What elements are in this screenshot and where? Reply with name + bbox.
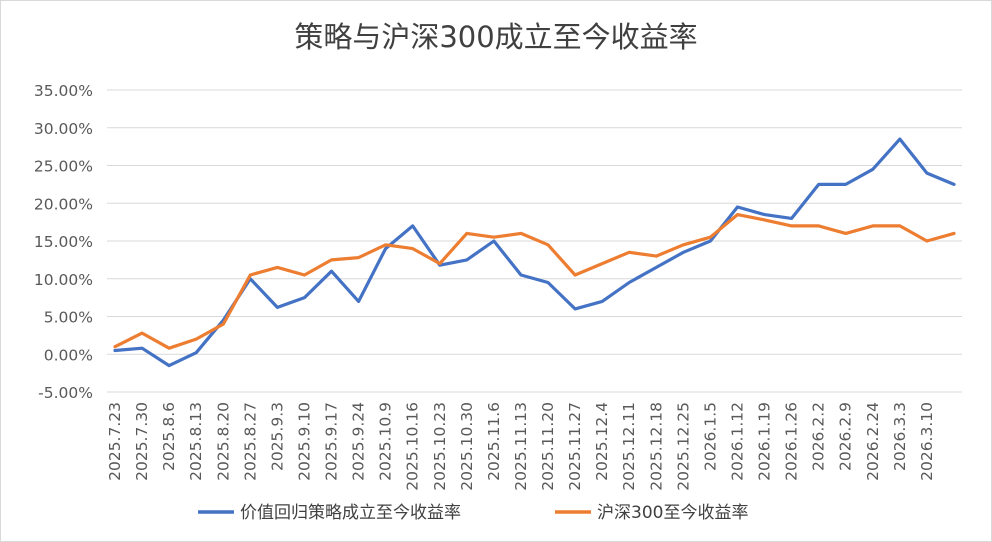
x-tick-label: 2026.2.24 <box>864 402 882 481</box>
y-tick-label: 35.00% <box>34 82 93 100</box>
series-lines <box>113 137 956 368</box>
x-tick-label: 2025.12.11 <box>620 402 638 491</box>
x-tick-label: 2025.10.16 <box>404 402 422 491</box>
x-tick-label: 2025.8.20 <box>214 402 232 481</box>
y-tick-label: 5.00% <box>44 309 93 327</box>
x-tick-label: 2025.12.18 <box>647 402 665 491</box>
x-tick-label: 2025.9.3 <box>268 402 286 471</box>
series-line-1 <box>113 137 956 368</box>
x-tick-label: 2025.9.17 <box>323 402 341 481</box>
x-tick-label: 2025.11.20 <box>539 402 557 491</box>
x-tick-label: 2026.2.9 <box>837 402 855 471</box>
x-tick-label: 2025.7.23 <box>106 402 124 481</box>
x-tick-label: 2025.10.9 <box>377 402 395 481</box>
x-tick-label: 2025.12.4 <box>593 402 611 481</box>
x-tick-labels: 2025.7.23 2025.7.30 2025.8.6 2025.8.13 2025.… <box>106 402 936 491</box>
x-tick-label: 2026.1.19 <box>756 402 774 481</box>
y-tick-label: 15.00% <box>34 233 93 251</box>
x-tick-label: 2026.2.2 <box>810 402 828 471</box>
legend: 价值回归策略成立至今收益率 沪深300至今收益率 <box>198 503 748 523</box>
series-line-2 <box>113 213 956 350</box>
x-tick-label: 2025.7.30 <box>133 402 151 481</box>
y-tick-label: 0.00% <box>44 346 93 364</box>
x-tick-label: 2025.10.23 <box>431 402 449 491</box>
x-tick-label: 2026.1.26 <box>783 402 801 481</box>
chart-title: 策略与沪深300成立至今收益率 <box>294 20 698 54</box>
legend-label-2: 沪深300至今收益率 <box>597 503 748 523</box>
x-tick-label: 2025.11.27 <box>566 402 584 491</box>
gridlines <box>107 89 962 393</box>
x-tick-label: 2025.10.30 <box>458 402 476 491</box>
y-tick-label: 20.00% <box>34 195 93 213</box>
y-tick-label: 10.00% <box>34 271 93 289</box>
x-tick-label: 2025.8.6 <box>160 402 178 471</box>
x-tick-label: 2026.1.5 <box>701 402 719 471</box>
x-tick-label: 2026.1.12 <box>728 402 746 481</box>
x-tick-label: 2026.3.3 <box>891 402 909 471</box>
y-tick-label: 30.00% <box>34 120 93 138</box>
x-tick-label: 2025.12.25 <box>674 402 692 491</box>
x-tick-label: 2025.11.6 <box>485 402 503 481</box>
x-tick-label: 2025.8.27 <box>241 402 259 481</box>
legend-label-1: 价值回归策略成立至今收益率 <box>240 503 461 523</box>
x-tick-label: 2025.8.13 <box>187 402 205 481</box>
x-tick-label: 2026.3.10 <box>918 402 936 481</box>
y-tick-label: 25.00% <box>34 158 93 176</box>
y-tick-labels: -5.00% 0.00% 5.00% 10.00% 15.00% 20.00% 25.00%… <box>34 82 93 402</box>
x-tick-label: 2025.11.13 <box>512 402 530 491</box>
x-tick-label: 2025.9.10 <box>295 402 313 481</box>
y-tick-label: -5.00% <box>38 384 93 402</box>
x-tick-label: 2025.9.24 <box>350 402 368 481</box>
